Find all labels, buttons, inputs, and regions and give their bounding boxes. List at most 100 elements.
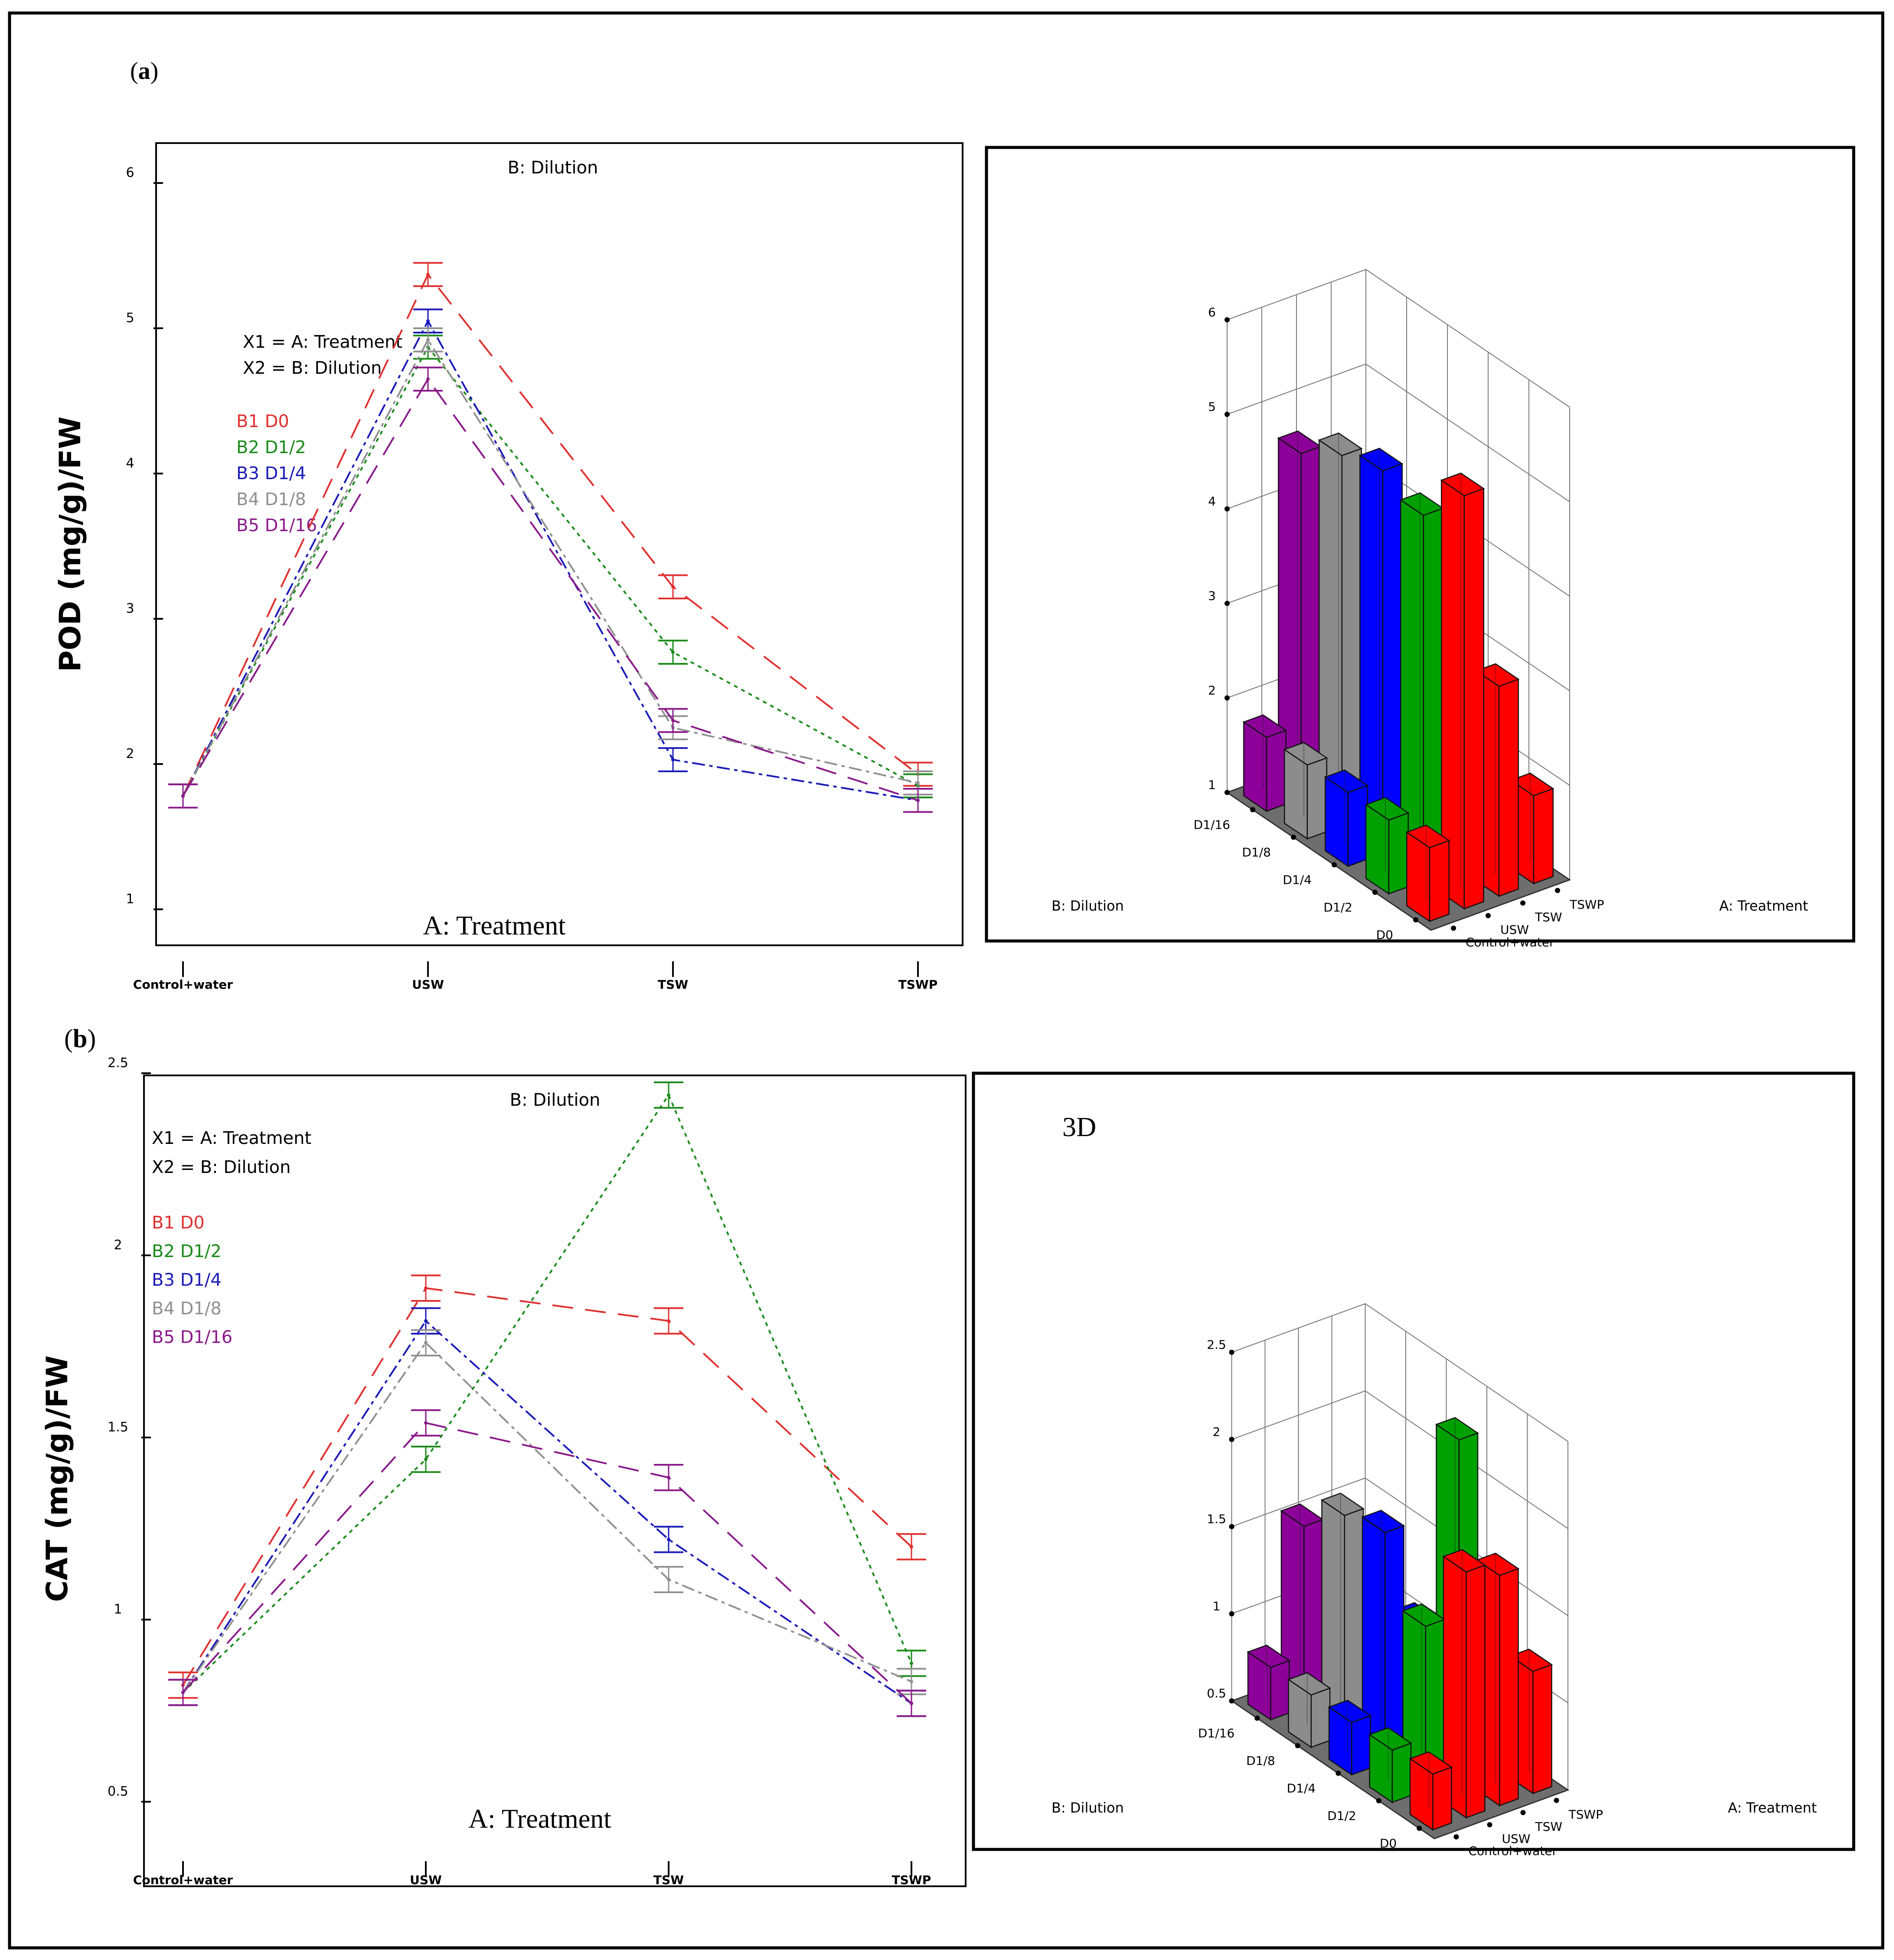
plot3d-treatment-title: A: Treatment [1728,1800,1817,1816]
data-point [910,1679,913,1683]
legend-entry: B4 D1/8 [236,490,306,510]
inner-xlabel-b: A: Treatment [469,1804,611,1834]
data-point [426,377,430,381]
series-line [182,1287,912,1686]
series-line [182,1320,912,1704]
plot3d-y-tick-label: 1.5 [1207,1512,1226,1526]
plot3d-y-tick-label: 1 [1208,778,1216,792]
plot3d-dilution-tick: D0 [1376,928,1393,942]
y-axis-title-a: POD (mg/g)/FW [53,416,88,672]
plot3d-bars [1242,430,1554,923]
x-tick-label: Control+water [133,1873,233,1887]
legend-a: B1 D0 B2 D1/2 B3 D1/4 B4 D1/8 B5 D1/16 [236,412,317,536]
series-line [182,273,919,797]
x-axis-a: Control+water USW TSW TSWP [133,961,937,992]
data-point [667,1093,670,1097]
plot3d-y-tick-label: 4 [1208,494,1216,509]
data-point [667,1578,670,1581]
x-tick-label: TSWP [898,977,938,992]
data-point [916,798,920,802]
plot3d-a-frame [985,146,1855,943]
y-tick-label: 4 [126,456,134,471]
plot3d-dilution-tick: D1/2 [1323,900,1352,915]
outer-frame [8,11,1884,1950]
plot3d-treatment-tick: USW [1502,1832,1531,1846]
series-line [182,338,918,797]
plot3d-dilution-tick: D1/16 [1194,817,1230,832]
factor-line-b-2: X2 = B: Dilution [152,1157,291,1177]
data-point [424,1341,428,1345]
plot3d-treatment-tick: TSWP [1569,898,1604,912]
plot3d-dilution-tick: D1/8 [1246,1754,1275,1768]
y-tick-label: 2.5 [108,1055,128,1071]
y-axis-b: 0.5 1 1.5 2 2.5 [108,1055,151,1803]
plot3d-treatment-tick: TSWP [1568,1807,1603,1822]
plot3d-y-tick-label: 5 [1208,400,1216,414]
x-tick-label: Control+water [133,977,233,992]
plot3d-dilution-tick: D0 [1380,1836,1397,1850]
series-line [182,1341,912,1693]
plot3d-y-tick-label: 0.5 [1207,1686,1226,1701]
legend-entry: B2 D1/2 [152,1241,222,1261]
series-line [182,377,918,801]
bar-3d [1368,1727,1412,1803]
factor-line-a-1: X1 = A: Treatment [243,332,402,352]
data-point [667,1538,670,1542]
data-point [181,794,185,798]
plot3d-treatment-tick: Control+water [1466,935,1554,950]
plot3d-treatment-tick: USW [1500,923,1529,937]
y-tick-label: 2 [114,1238,122,1253]
legend-entry: B3 D1/4 [236,464,306,483]
y-tick-label: 6 [126,165,134,180]
plot3d-y-tick-label: 3 [1208,589,1216,603]
y-tick-label: 1.5 [108,1420,128,1435]
series-lines-b [168,1081,926,1717]
y-tick-label: 1 [114,1602,122,1617]
legend-entry: B2 D1/2 [236,438,306,457]
y-tick-label: 1 [126,892,134,907]
x-tick-label: USW [412,977,444,992]
plot3d-dilution-title: B: Dilution [1051,898,1124,914]
bar-3d [1247,1644,1291,1721]
panel-label-b: (b) [64,1024,96,1053]
plot3d-y-tick-label: 2 [1213,1425,1221,1439]
plot3d-bars [1247,1417,1553,1831]
bar-3d [1283,742,1328,840]
data-point [671,650,675,654]
panel-a: (a) B: Dilution X1 = A: Treatment X2 = B… [53,58,1855,992]
x-tick-label: TSWP [892,1873,931,1887]
data-point [671,758,675,761]
plot3d-treatment-title: A: Treatment [1719,898,1808,914]
x-axis-b: Control+water USW TSW TSWP [133,1861,931,1887]
plot3d-treatment-tick: TSW [1535,1820,1563,1834]
series-line [182,1093,912,1693]
y-tick-label: 3 [126,601,134,616]
data-point [426,319,430,323]
bar-3d [1287,1672,1331,1748]
chart-title-a: B: Dilution [508,158,598,178]
data-point [667,1319,670,1323]
panel-label-a: (a) [130,58,158,85]
plot3d-dilution-title: B: Dilution [1051,1800,1124,1816]
line-plot-b-frame [143,1075,967,1887]
plot3d-y-tick-label: 6 [1208,305,1216,320]
plot3d-b-label: 3D [1062,1111,1096,1142]
plot3d-dilution-axis: D1/16 D1/8 D1/4 D1/2 D0 [1198,1715,1422,1850]
y-axis-a: 1 2 3 4 5 6 [126,165,163,910]
bar-3d [1324,769,1369,868]
bar-3d [1442,1549,1486,1819]
chart-title-b: B: Dilution [510,1090,601,1110]
legend-entry: B5 D1/16 [236,516,317,536]
bar-3d [1405,824,1450,923]
plot3d-y-tick-label: 1 [1213,1599,1221,1614]
plot3d-b-frame [972,1071,1855,1851]
data-point [916,781,920,785]
data-point [671,585,675,589]
x-tick-label: TSW [658,977,688,992]
panel-b: (b) B: Dilution X1 = A: Treatment X2 = B… [40,1024,1855,1887]
x-tick-label: TSW [653,1873,684,1887]
legend-entry: B1 D0 [152,1213,205,1233]
inner-xlabel-a: A: Treatment [423,911,566,941]
